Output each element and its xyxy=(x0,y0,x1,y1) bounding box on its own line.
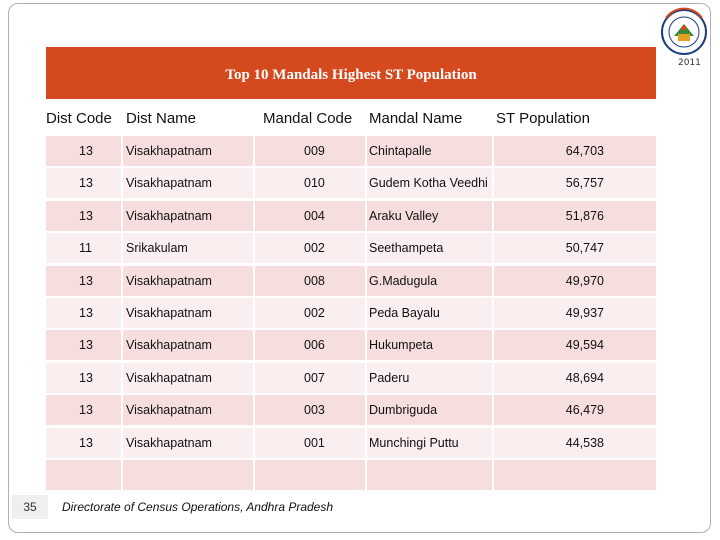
cell-dist-code: 13 xyxy=(46,427,121,458)
table-row: 13 Visakhapatnam 003 Dumbriguda 46,479 xyxy=(46,395,656,426)
cell-dist-code: 13 xyxy=(46,265,121,296)
cell-st-population: 48,694 xyxy=(494,362,656,393)
cell-dist-name: Visakhapatnam xyxy=(123,136,253,166)
table-row: 13 Visakhapatnam 002 Peda Bayalu 49,937 xyxy=(46,298,656,328)
cell-dist-name: Srikakulam xyxy=(123,233,253,264)
header-dist-name: Dist Name xyxy=(123,103,253,133)
cell-st-population: 56,757 xyxy=(494,168,656,199)
table-row: 13 Visakhapatnam 010 Gudem Kotha Veedhi 56,7… xyxy=(46,168,656,199)
cell-st-population: 49,937 xyxy=(494,298,656,328)
cell-mandal-name xyxy=(367,460,492,490)
slide-frame xyxy=(8,3,711,533)
cell-mandal-code: 010 xyxy=(255,168,365,199)
cell-mandal-code: 006 xyxy=(255,330,365,361)
cell-mandal-name: Seethampeta xyxy=(367,233,492,264)
cell-mandal-code: 002 xyxy=(255,233,365,264)
cell-dist-name: Visakhapatnam xyxy=(123,200,253,231)
cell-mandal-code: 004 xyxy=(255,200,365,231)
cell-st-population: 64,703 xyxy=(494,136,656,166)
cell-st-population xyxy=(494,460,656,490)
table-row: 13 Visakhapatnam 007 Paderu 48,694 xyxy=(46,362,656,393)
cell-dist-name: Visakhapatnam xyxy=(123,168,253,199)
table-header-row: Dist Code Dist Name Mandal Code Mandal N… xyxy=(46,103,656,133)
cell-mandal-name: Paderu xyxy=(367,362,492,393)
cell-mandal-code: 001 xyxy=(255,427,365,458)
cell-dist-code: 13 xyxy=(46,362,121,393)
table-row-empty xyxy=(46,460,656,490)
header-st-population: ST Population xyxy=(494,103,656,133)
table-row: 13 Visakhapatnam 001 Munchingi Puttu 44,538 xyxy=(46,427,656,458)
logo-year: 2011 xyxy=(678,58,701,68)
cell-mandal-name: Hukumpeta xyxy=(367,330,492,361)
cell-st-population: 44,538 xyxy=(494,427,656,458)
cell-dist-code: 13 xyxy=(46,395,121,426)
cell-mandal-name: Chintapalle xyxy=(367,136,492,166)
cell-dist-code: 13 xyxy=(46,330,121,361)
cell-dist-name: Visakhapatnam xyxy=(123,395,253,426)
cell-dist-code: 11 xyxy=(46,233,121,264)
table-row: 13 Visakhapatnam 009 Chintapalle 64,703 xyxy=(46,136,656,166)
cell-dist-code: 13 xyxy=(46,200,121,231)
header-mandal-name: Mandal Name xyxy=(367,103,492,133)
cell-mandal-code: 003 xyxy=(255,395,365,426)
cell-dist-name: Visakhapatnam xyxy=(123,298,253,328)
cell-dist-name: Visakhapatnam xyxy=(123,265,253,296)
cell-dist-code xyxy=(46,460,121,490)
cell-dist-name: Visakhapatnam xyxy=(123,362,253,393)
cell-dist-code: 13 xyxy=(46,168,121,199)
table-row: 13 Visakhapatnam 008 G.Madugula 49,970 xyxy=(46,265,656,296)
cell-mandal-name: Dumbriguda xyxy=(367,395,492,426)
census-logo: 2011 xyxy=(656,6,716,72)
table-row: 13 Visakhapatnam 006 Hukumpeta 49,594 xyxy=(46,330,656,361)
cell-mandal-name: Gudem Kotha Veedhi xyxy=(367,168,492,199)
cell-st-population: 46,479 xyxy=(494,395,656,426)
cell-dist-code: 13 xyxy=(46,136,121,166)
title-bar: Top 10 Mandals Highest ST Population xyxy=(46,47,656,99)
cell-mandal-code: 009 xyxy=(255,136,365,166)
cell-dist-name: Visakhapatnam xyxy=(123,330,253,361)
cell-dist-name xyxy=(123,460,253,490)
header-mandal-code: Mandal Code xyxy=(255,103,365,133)
cell-mandal-code: 002 xyxy=(255,298,365,328)
table-row: 13 Visakhapatnam 004 Araku Valley 51,876 xyxy=(46,200,656,231)
header-dist-code: Dist Code xyxy=(46,103,121,133)
cell-mandal-name: Munchingi Puttu xyxy=(367,427,492,458)
cell-st-population: 50,747 xyxy=(494,233,656,264)
cell-mandal-code xyxy=(255,460,365,490)
footer-text: Directorate of Census Operations, Andhra… xyxy=(62,500,334,514)
cell-dist-name: Visakhapatnam xyxy=(123,427,253,458)
cell-mandal-name: G.Madugula xyxy=(367,265,492,296)
cell-mandal-name: Peda Bayalu xyxy=(367,298,492,328)
cell-mandal-code: 008 xyxy=(255,265,365,296)
cell-dist-code: 13 xyxy=(46,298,121,328)
cell-st-population: 51,876 xyxy=(494,200,656,231)
cell-st-population: 49,970 xyxy=(494,265,656,296)
cell-mandal-name: Araku Valley xyxy=(367,200,492,231)
cell-mandal-code: 007 xyxy=(255,362,365,393)
cell-st-population: 49,594 xyxy=(494,330,656,361)
page-number: 35 xyxy=(12,495,48,519)
table-row: 11 Srikakulam 002 Seethampeta 50,747 xyxy=(46,233,656,264)
page-title: Top 10 Mandals Highest ST Population xyxy=(225,66,477,83)
